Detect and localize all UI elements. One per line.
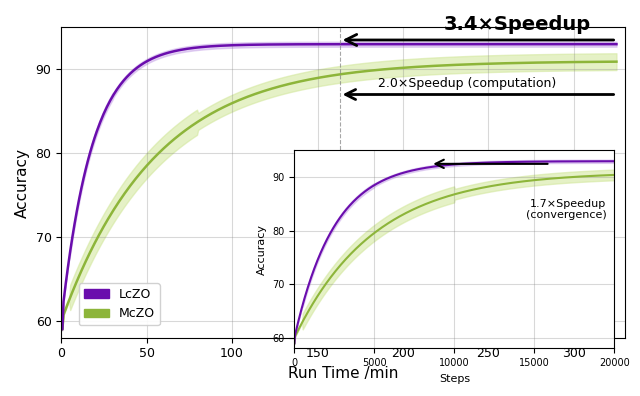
Legend: LcZO, McZO: LcZO, McZO: [79, 283, 160, 325]
Y-axis label: Accuracy: Accuracy: [257, 224, 267, 275]
X-axis label: Steps: Steps: [439, 374, 470, 384]
Text: 1.7×Speedup
(convergence): 1.7×Speedup (convergence): [525, 199, 607, 220]
X-axis label: Run Time /min: Run Time /min: [288, 366, 398, 381]
Text: 3.4×Speedup: 3.4×Speedup: [444, 15, 591, 34]
Text: 2.0×Speedup (computation): 2.0×Speedup (computation): [378, 77, 557, 90]
Y-axis label: Accuracy: Accuracy: [15, 148, 30, 217]
